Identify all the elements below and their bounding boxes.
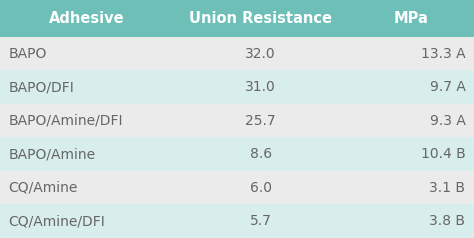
Bar bbox=[0, 37, 173, 70]
Bar bbox=[348, 171, 474, 204]
Text: BAPO/DFI: BAPO/DFI bbox=[9, 80, 74, 94]
Text: CQ/Amine/DFI: CQ/Amine/DFI bbox=[9, 214, 105, 228]
Bar bbox=[348, 70, 474, 104]
Text: 3.8 B: 3.8 B bbox=[429, 214, 465, 228]
Text: MPa: MPa bbox=[394, 11, 428, 26]
Bar bbox=[0, 138, 173, 171]
Bar bbox=[348, 138, 474, 171]
Text: Union Resistance: Union Resistance bbox=[189, 11, 332, 26]
Bar bbox=[173, 0, 348, 37]
Text: 8.6: 8.6 bbox=[250, 147, 272, 161]
Bar bbox=[0, 204, 173, 238]
Text: 6.0: 6.0 bbox=[250, 181, 272, 195]
Bar bbox=[0, 171, 173, 204]
Bar bbox=[0, 104, 173, 138]
Bar bbox=[348, 0, 474, 37]
Bar bbox=[348, 104, 474, 138]
Bar bbox=[0, 70, 173, 104]
Bar bbox=[173, 70, 348, 104]
Bar bbox=[0, 0, 173, 37]
Text: BAPO/Amine: BAPO/Amine bbox=[9, 147, 96, 161]
Bar bbox=[348, 37, 474, 70]
Text: CQ/Amine: CQ/Amine bbox=[9, 181, 78, 195]
Text: 25.7: 25.7 bbox=[246, 114, 276, 128]
Text: 9.3 A: 9.3 A bbox=[429, 114, 465, 128]
Bar bbox=[348, 204, 474, 238]
Text: BAPO/Amine/DFI: BAPO/Amine/DFI bbox=[9, 114, 123, 128]
Text: 13.3 A: 13.3 A bbox=[421, 47, 465, 61]
Bar bbox=[173, 104, 348, 138]
Bar bbox=[173, 204, 348, 238]
Bar bbox=[173, 171, 348, 204]
Text: 31.0: 31.0 bbox=[246, 80, 276, 94]
Text: 32.0: 32.0 bbox=[246, 47, 276, 61]
Text: Adhesive: Adhesive bbox=[49, 11, 124, 26]
Text: 9.7 A: 9.7 A bbox=[429, 80, 465, 94]
Bar bbox=[173, 138, 348, 171]
Text: 3.1 B: 3.1 B bbox=[429, 181, 465, 195]
Text: 10.4 B: 10.4 B bbox=[421, 147, 465, 161]
Text: 5.7: 5.7 bbox=[250, 214, 272, 228]
Bar bbox=[173, 37, 348, 70]
Text: BAPO: BAPO bbox=[9, 47, 47, 61]
